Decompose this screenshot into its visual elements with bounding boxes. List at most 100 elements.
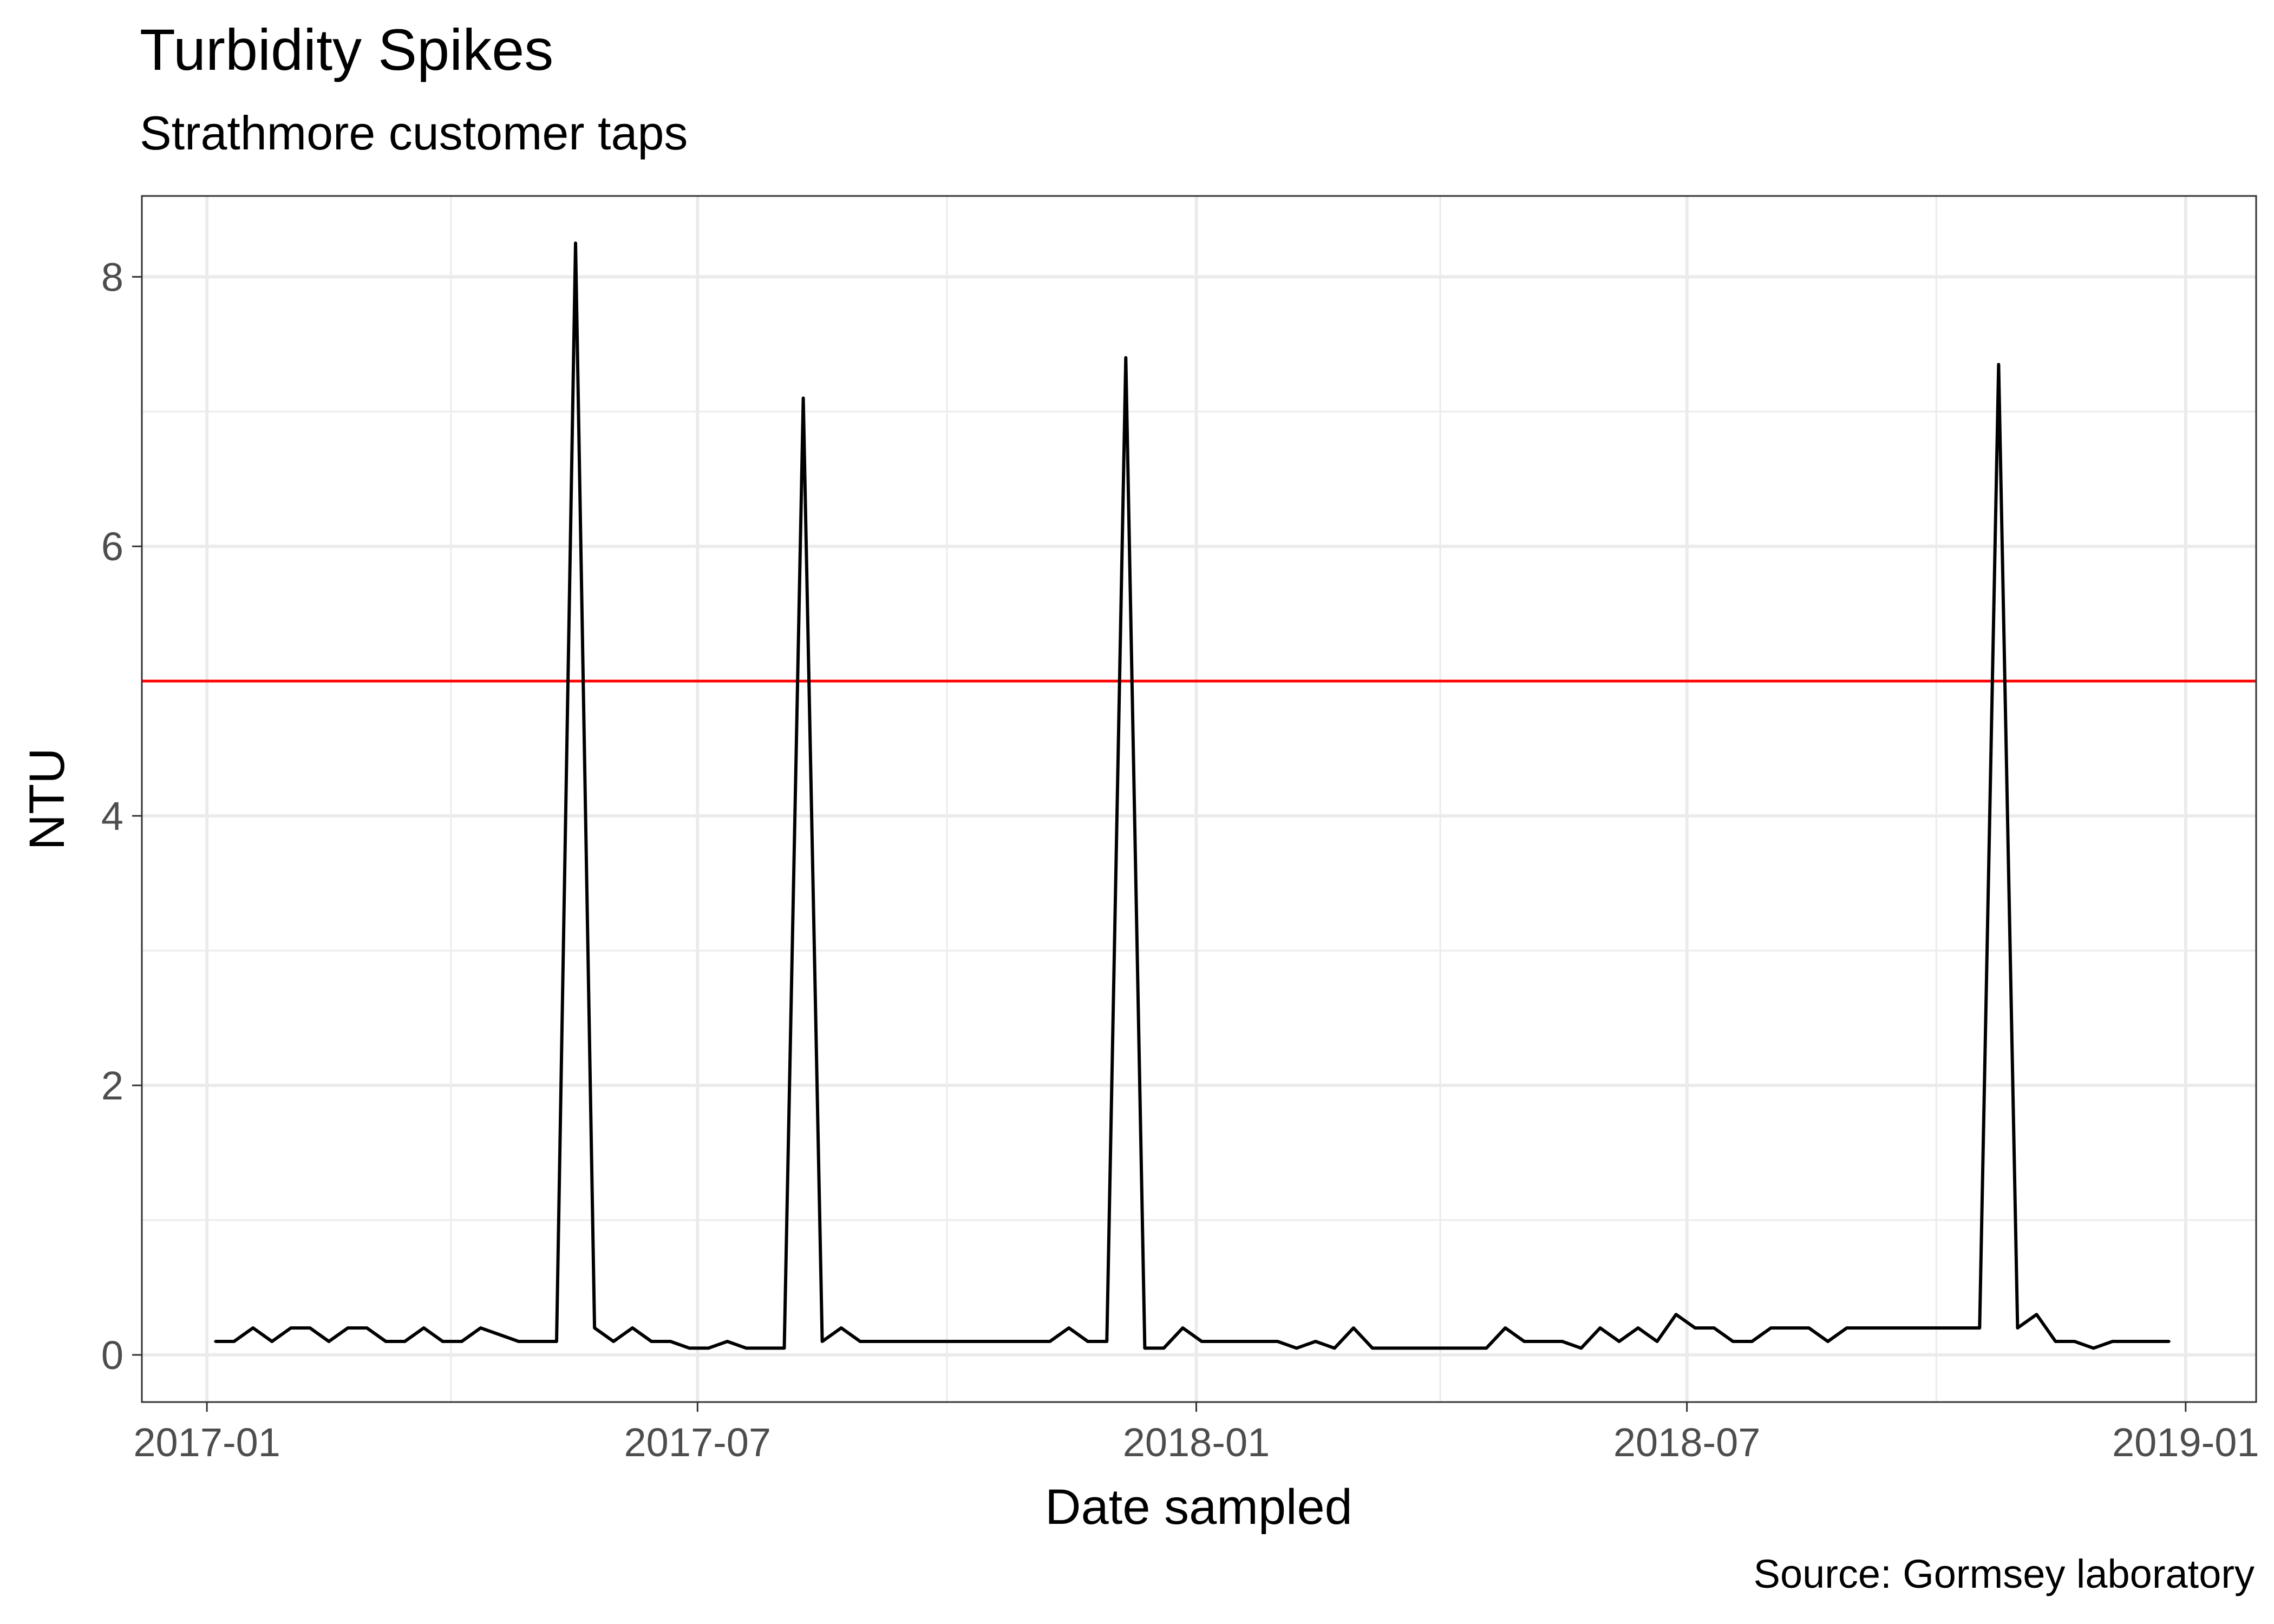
x-tick-label: 2017-07 bbox=[624, 1420, 772, 1465]
data-point bbox=[1295, 1347, 1298, 1350]
data-point bbox=[1827, 1340, 1829, 1343]
chart-caption: Source: Gormsey laboratory bbox=[1753, 1551, 2255, 1596]
x-axis: 2017-01 2017-07 2018-01 2018-07 2019-01 bbox=[133, 1402, 2259, 1465]
data-point bbox=[365, 1327, 368, 1330]
data-point bbox=[1580, 1347, 1583, 1350]
data-point bbox=[802, 397, 805, 400]
data-point bbox=[1466, 1347, 1469, 1350]
data-point bbox=[1333, 1347, 1336, 1350]
data-point bbox=[1030, 1340, 1033, 1343]
data-point bbox=[1257, 1340, 1260, 1343]
x-axis-label: Date sampled bbox=[1045, 1479, 1352, 1535]
data-point bbox=[1219, 1340, 1222, 1343]
data-point bbox=[1485, 1347, 1488, 1350]
data-point bbox=[2130, 1340, 2133, 1343]
data-point bbox=[953, 1340, 956, 1343]
data-point bbox=[859, 1340, 861, 1343]
data-point bbox=[669, 1340, 672, 1343]
data-point bbox=[1637, 1327, 1639, 1330]
data-point bbox=[479, 1327, 482, 1330]
data-point bbox=[498, 1333, 501, 1336]
data-point bbox=[1068, 1327, 1070, 1330]
y-axis: 0 2 4 6 8 bbox=[101, 254, 142, 1378]
data-point bbox=[2111, 1340, 2114, 1343]
y-tick-label: 6 bbox=[101, 524, 123, 569]
data-point bbox=[1807, 1327, 1810, 1330]
data-point bbox=[1731, 1340, 1734, 1343]
data-point bbox=[1087, 1340, 1089, 1343]
data-point bbox=[764, 1347, 767, 1350]
data-point bbox=[290, 1327, 292, 1330]
data-point bbox=[1314, 1340, 1317, 1343]
data-point bbox=[1618, 1340, 1620, 1343]
data-point bbox=[1978, 1327, 1981, 1330]
data-point bbox=[707, 1347, 710, 1350]
data-point bbox=[1846, 1327, 1848, 1330]
data-point bbox=[650, 1340, 653, 1343]
data-point bbox=[1409, 1347, 1412, 1350]
data-point bbox=[1162, 1347, 1165, 1350]
major-gridlines bbox=[142, 196, 2256, 1402]
x-tick-label: 2018-07 bbox=[1613, 1420, 1761, 1465]
data-point bbox=[2168, 1340, 2171, 1343]
data-point bbox=[973, 1340, 975, 1343]
data-point bbox=[612, 1340, 615, 1343]
data-point bbox=[1884, 1327, 1886, 1330]
data-point bbox=[347, 1327, 349, 1330]
data-point bbox=[271, 1340, 273, 1343]
data-point bbox=[1656, 1340, 1658, 1343]
plot-border bbox=[141, 195, 2257, 1403]
data-point bbox=[631, 1327, 634, 1330]
data-point bbox=[2092, 1347, 2095, 1350]
data-point bbox=[1181, 1327, 1184, 1330]
data-point bbox=[1997, 363, 2000, 366]
data-point bbox=[517, 1340, 520, 1343]
data-point bbox=[840, 1327, 842, 1330]
data-point bbox=[460, 1340, 463, 1343]
data-point bbox=[897, 1340, 899, 1343]
x-tick-label: 2017-01 bbox=[133, 1420, 280, 1465]
data-point bbox=[1694, 1327, 1696, 1330]
data-point bbox=[1675, 1313, 1677, 1316]
data-point bbox=[1865, 1327, 1867, 1330]
data-point bbox=[1788, 1327, 1791, 1330]
data-point bbox=[726, 1340, 729, 1343]
data-point bbox=[1561, 1340, 1564, 1343]
data-point bbox=[1447, 1347, 1450, 1350]
data-point bbox=[1599, 1327, 1602, 1330]
data-point bbox=[556, 1340, 558, 1343]
y-tick-label: 2 bbox=[101, 1063, 123, 1108]
data-point bbox=[574, 242, 577, 245]
data-point bbox=[214, 1340, 217, 1343]
data-point bbox=[2035, 1313, 2038, 1316]
data-point bbox=[1371, 1347, 1374, 1350]
y-axis-label: NTU bbox=[19, 748, 75, 850]
x-tick-label: 2018-01 bbox=[1123, 1420, 1270, 1465]
data-point bbox=[935, 1340, 937, 1343]
data-point bbox=[1903, 1327, 1905, 1330]
data-point bbox=[441, 1340, 444, 1343]
series-layer bbox=[214, 241, 2171, 1350]
chart-title: Turbidity Spikes bbox=[140, 17, 554, 82]
data-point bbox=[1504, 1327, 1507, 1330]
data-point bbox=[2016, 1327, 2019, 1330]
data-point bbox=[403, 1340, 406, 1343]
y-tick-label: 0 bbox=[101, 1333, 123, 1378]
data-point bbox=[1125, 356, 1127, 359]
data-point bbox=[1922, 1327, 1924, 1330]
data-point bbox=[1143, 1347, 1146, 1350]
data-point bbox=[1106, 1340, 1108, 1343]
data-point bbox=[233, 1340, 236, 1343]
data-point bbox=[593, 1327, 596, 1330]
data-point bbox=[536, 1340, 539, 1343]
data-point bbox=[783, 1347, 786, 1350]
data-point bbox=[252, 1327, 254, 1330]
data-point bbox=[1750, 1340, 1753, 1343]
data-point bbox=[328, 1340, 330, 1343]
data-point bbox=[1049, 1340, 1051, 1343]
data-point bbox=[2149, 1340, 2152, 1343]
data-point bbox=[1390, 1347, 1393, 1350]
data-point bbox=[916, 1340, 918, 1343]
plot-background bbox=[142, 196, 2256, 1402]
